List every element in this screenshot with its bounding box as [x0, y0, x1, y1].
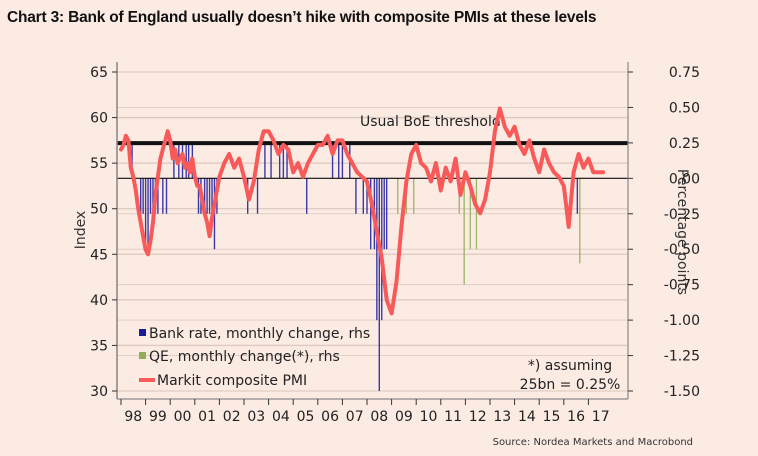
x-tick-label: 01 [198, 409, 216, 425]
left-tick-label: 45 [90, 247, 108, 263]
left-tick-label: 65 [90, 65, 108, 81]
chart-title: Chart 3: Bank of England usually doesn’t… [7, 9, 597, 26]
x-tick-label: 99 [149, 409, 167, 425]
annotation-line-1: *) assuming [528, 358, 612, 374]
x-tick-label: 09 [395, 409, 413, 425]
legend-label-pmi: Markit composite PMI [157, 373, 307, 389]
x-tick-label: 03 [247, 409, 265, 425]
left-tick-label: 55 [90, 156, 108, 172]
x-tick-label: 02 [223, 409, 241, 425]
left-tick-label: 50 [90, 202, 108, 218]
x-tick-label: 14 [518, 409, 536, 425]
x-tick-label: 06 [321, 409, 339, 425]
source-note: Source: Nordea Markets and Macrobond [493, 437, 693, 448]
x-tick-label: 07 [346, 409, 364, 425]
left-tick-label: 35 [90, 338, 108, 354]
x-tick-label: 04 [272, 409, 290, 425]
left-axis-ticks: 65 60 55 50 45 40 35 30 [90, 65, 117, 400]
legend-swatch-qe [139, 352, 146, 359]
left-tick-label: 60 [90, 111, 108, 127]
x-tick-label: 05 [297, 409, 315, 425]
right-tick-label: 0.00 [669, 171, 700, 187]
legend-label-qe: QE, monthly change(*), rhs [149, 349, 340, 365]
x-tick-label: 10 [420, 409, 438, 425]
right-tick-label: -0.25 [664, 207, 700, 223]
legend-swatch-bank-rate [139, 329, 146, 336]
right-tick-label: 0.75 [669, 65, 700, 81]
legend-label-bank-rate: Bank rate, monthly change, rhs [149, 326, 370, 342]
left-tick-label: 40 [90, 293, 108, 309]
right-axis-ticks: 0.75 0.50 0.25 0.00 -0.25 -0.50 -0.75 -1.00 -1.2… [628, 65, 700, 400]
right-tick-label: 0.50 [669, 100, 700, 116]
left-tick-label: 30 [90, 384, 108, 400]
x-tick-label: 13 [493, 409, 511, 425]
x-tick-label: 15 [543, 409, 561, 425]
right-tick-label: -1.25 [664, 349, 700, 365]
x-tick-label: 17 [592, 409, 610, 425]
x-tick-label: 12 [469, 409, 487, 425]
right-axis-title: Percentage points [674, 169, 690, 295]
x-tick-label: 11 [444, 409, 462, 425]
legend: Bank rate, monthly change, rhs QE, month… [139, 326, 370, 389]
annotation-line-2: 25bn = 0.25% [520, 377, 621, 393]
right-tick-label: 0.25 [669, 136, 700, 152]
x-tick-label: 00 [174, 409, 192, 425]
right-tick-label: -1.50 [664, 384, 700, 400]
right-tick-label: -1.00 [664, 313, 700, 329]
axes [116, 62, 629, 400]
x-tick-label: 16 [567, 409, 585, 425]
pmi-series-line [119, 106, 606, 316]
threshold-label: Usual BoE threshold [360, 114, 501, 130]
right-tick-label: -0.50 [664, 242, 700, 258]
x-axis-ticks: 98 99 00 01 02 03 04 05 06 07 08 09 10 11 12 13 14 15 16 17 [120, 399, 610, 425]
x-tick-label: 98 [124, 409, 142, 425]
right-tick-label: -0.75 [664, 278, 700, 294]
left-axis-title: Index [73, 211, 89, 250]
x-tick-label: 08 [370, 409, 388, 425]
